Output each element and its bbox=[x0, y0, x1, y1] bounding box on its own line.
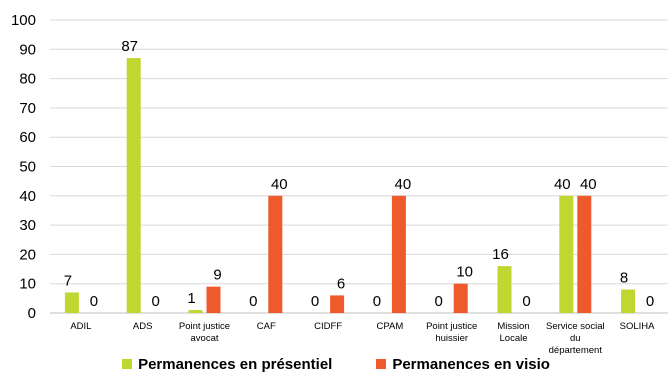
data-label: 8 bbox=[620, 270, 628, 287]
data-label: 0 bbox=[373, 293, 381, 310]
y-tick-label: 70 bbox=[19, 100, 36, 117]
data-label: 0 bbox=[90, 293, 98, 310]
bar bbox=[621, 289, 636, 313]
data-label: 10 bbox=[456, 264, 473, 281]
x-tick-label: Mission Locale bbox=[497, 321, 529, 344]
data-label: 6 bbox=[337, 275, 345, 292]
legend-swatch-presentiel bbox=[122, 359, 133, 369]
x-tick-label: ADS bbox=[133, 321, 153, 332]
y-tick-label: 80 bbox=[19, 71, 36, 88]
y-tick-label: 0 bbox=[28, 305, 36, 322]
legend-label-visio: Permanences en visio bbox=[392, 355, 550, 373]
x-tick-label: CPAM bbox=[377, 321, 404, 332]
bar bbox=[268, 195, 283, 313]
data-label: 0 bbox=[311, 293, 319, 310]
y-tick-label: 50 bbox=[19, 159, 36, 176]
data-label: 40 bbox=[271, 176, 288, 193]
bar bbox=[453, 283, 468, 313]
bar bbox=[497, 266, 512, 313]
legend-swatch-visio bbox=[376, 359, 387, 369]
bar bbox=[391, 195, 406, 313]
legend-item-presentiel: Permanences en présentiel bbox=[122, 356, 332, 373]
x-tick-label: Point justice huissier bbox=[426, 321, 477, 344]
data-label: 0 bbox=[646, 293, 654, 310]
x-axis: ADIL ADS Point justice avocat CAF CIDFF CPAM Po… bbox=[70, 321, 655, 356]
data-label: 40 bbox=[395, 176, 412, 193]
bars bbox=[64, 58, 636, 314]
data-label: 7 bbox=[64, 272, 72, 289]
data-label: 16 bbox=[492, 246, 509, 263]
data-label: 0 bbox=[249, 293, 257, 310]
bar bbox=[126, 58, 141, 314]
gridlines bbox=[50, 19, 668, 314]
data-label: 0 bbox=[435, 293, 443, 310]
y-tick-label: 10 bbox=[19, 276, 36, 293]
y-tick-label: 60 bbox=[19, 129, 36, 146]
data-labels: 7 0 87 0 1 9 0 40 0 6 0 40 0 10 16 0 40 40 8 0 bbox=[64, 38, 655, 310]
x-tick-label: SOLIHA bbox=[620, 321, 656, 332]
bar bbox=[188, 310, 203, 313]
y-tick-label: 30 bbox=[19, 217, 36, 234]
legend-label-presentiel: Permanences en présentiel bbox=[138, 355, 333, 373]
y-tick-label: 20 bbox=[19, 246, 36, 263]
bar bbox=[330, 295, 345, 313]
data-label: 40 bbox=[554, 176, 571, 193]
bar bbox=[206, 286, 221, 313]
data-label: 40 bbox=[580, 176, 597, 193]
legend: Permanences en présentiel Permanences en… bbox=[0, 354, 672, 374]
x-tick-label: CAF bbox=[257, 321, 276, 332]
x-tick-label: CIDFF bbox=[314, 321, 342, 332]
data-label: 9 bbox=[213, 267, 221, 284]
x-tick-label: Point justice avocat bbox=[179, 321, 230, 344]
bar bbox=[577, 195, 592, 313]
y-tick-label: 100 bbox=[11, 12, 36, 29]
data-label: 1 bbox=[187, 290, 195, 307]
x-tick-label: Service social du département bbox=[546, 321, 605, 356]
bar bbox=[559, 195, 574, 313]
data-label: 0 bbox=[152, 293, 160, 310]
bar bbox=[64, 292, 79, 313]
data-label: 0 bbox=[522, 293, 530, 310]
data-label: 87 bbox=[121, 38, 138, 55]
y-tick-label: 40 bbox=[19, 188, 36, 205]
x-tick-label: ADIL bbox=[70, 321, 91, 332]
y-axis: 0 10 20 30 40 50 60 70 80 90 100 bbox=[11, 12, 36, 322]
y-tick-label: 90 bbox=[19, 41, 36, 58]
legend-item-visio: Permanences en visio bbox=[376, 356, 550, 373]
